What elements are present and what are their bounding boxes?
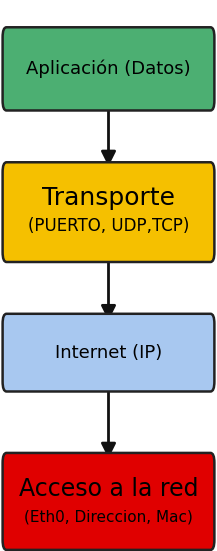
Text: (Eth0, Direccion, Mac): (Eth0, Direccion, Mac) <box>24 509 193 525</box>
FancyBboxPatch shape <box>3 314 214 391</box>
FancyBboxPatch shape <box>3 162 214 262</box>
Text: (PUERTO, UDP,TCP): (PUERTO, UDP,TCP) <box>28 217 189 235</box>
FancyBboxPatch shape <box>3 453 214 550</box>
Text: Internet (IP): Internet (IP) <box>55 344 162 361</box>
Text: Acceso a la red: Acceso a la red <box>19 477 198 501</box>
FancyBboxPatch shape <box>3 27 214 110</box>
Text: Transporte: Transporte <box>42 186 175 210</box>
Text: Aplicación (Datos): Aplicación (Datos) <box>26 60 191 78</box>
